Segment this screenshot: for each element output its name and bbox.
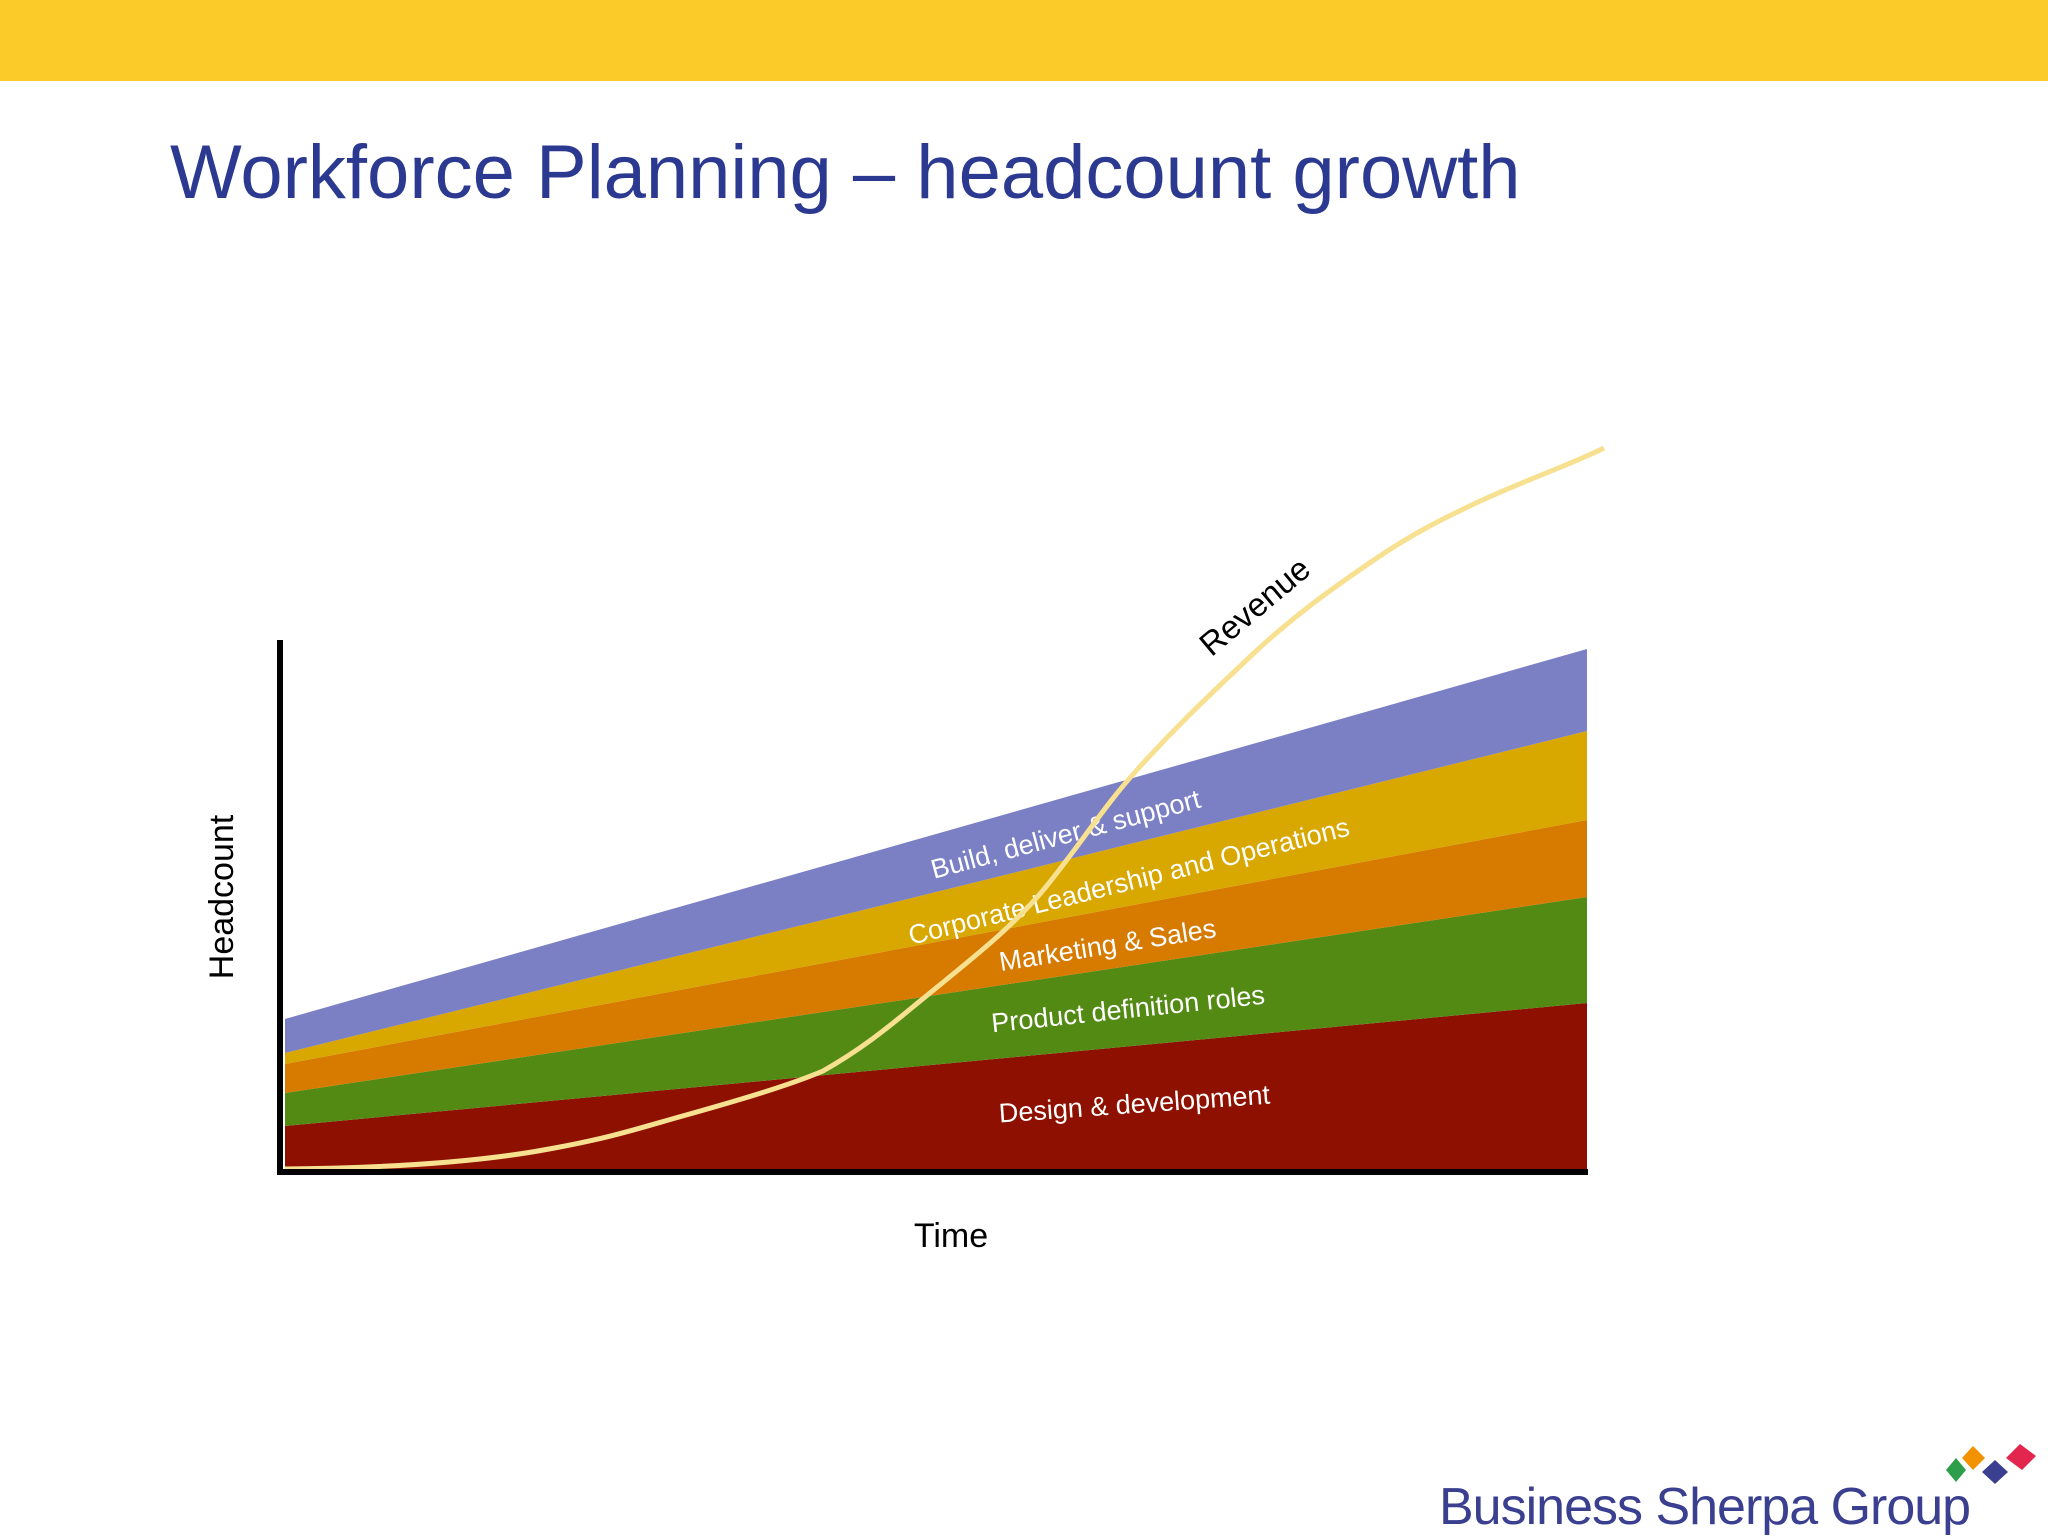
- logo-diamond: [1962, 1446, 1985, 1470]
- band-product: [285, 897, 1587, 1126]
- band-build: [285, 649, 1587, 1053]
- band-marketing: [285, 820, 1587, 1093]
- band-design: [285, 1003, 1587, 1169]
- revenue-curve: [284, 445, 1606, 1172]
- y-axis-label: Headcount: [203, 814, 241, 979]
- logo-mark: [1946, 1444, 2036, 1484]
- logo-diamond: [1982, 1460, 2008, 1484]
- brand: Business Sherpa Group: [1439, 1478, 1970, 1536]
- top-bar: [0, 0, 2048, 81]
- band-corporate: [285, 731, 1587, 1064]
- logo-diamond: [2006, 1444, 2036, 1470]
- x-axis-label: Time: [914, 1217, 988, 1255]
- logo-diamond: [1946, 1458, 1966, 1482]
- title: Workforce Planning – headcount growth: [170, 130, 1521, 215]
- curve-label: Revenue: [1192, 550, 1317, 663]
